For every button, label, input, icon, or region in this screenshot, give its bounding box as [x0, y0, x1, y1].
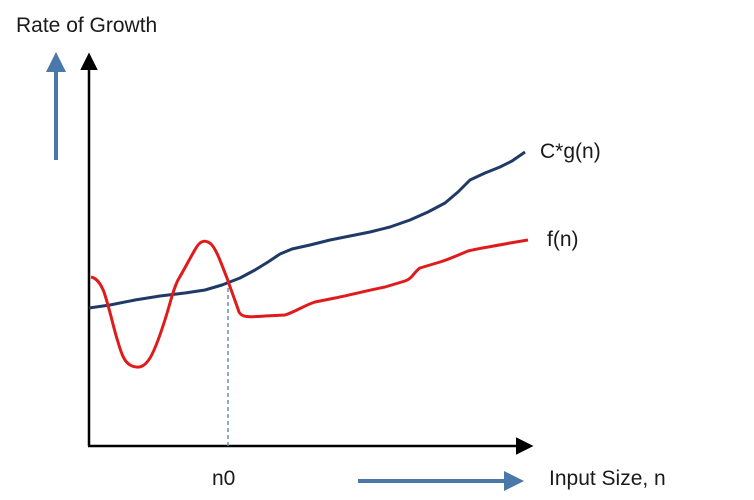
x-axis-label: Input Size, n: [549, 467, 666, 490]
cg-n-label: C*g(n): [540, 140, 601, 163]
f-n-curve: [90, 238, 529, 369]
n0-label: n0: [212, 467, 235, 490]
cg-n-curve: [88, 150, 526, 310]
f-n-label: f(n): [547, 228, 579, 251]
y-axis-label: Rate of Growth: [16, 14, 157, 37]
